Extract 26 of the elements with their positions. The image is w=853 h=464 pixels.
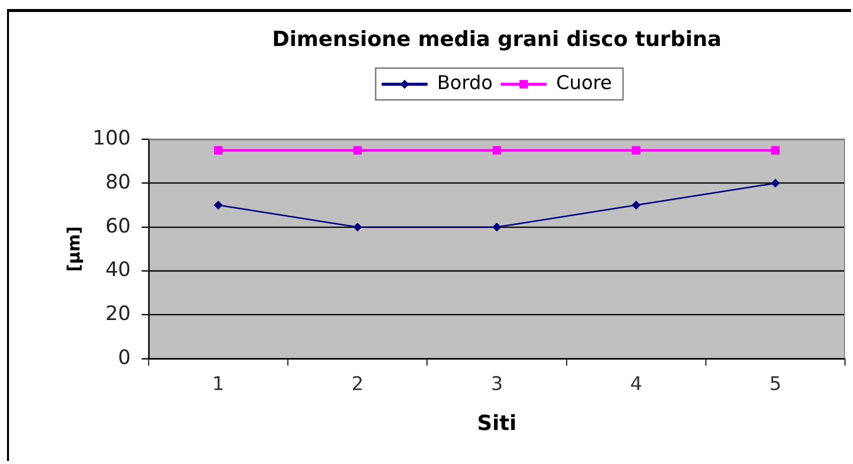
- x-tick-label: 5: [769, 372, 782, 395]
- y-axis-title: [µm]: [63, 226, 84, 272]
- point: [492, 222, 502, 232]
- chart-title: Dimensione media grani disco turbina: [272, 26, 722, 51]
- x-tick-label: 3: [490, 372, 503, 395]
- point: [214, 200, 223, 210]
- x-tick-label: 1: [212, 372, 224, 395]
- x-axis-title: Siti: [477, 411, 517, 436]
- point: [632, 146, 640, 155]
- x-tick-label: 2: [352, 372, 364, 395]
- point: [353, 146, 362, 155]
- y-tick-label: 80: [105, 170, 131, 194]
- y-tick-label: 40: [105, 258, 131, 282]
- point: [632, 200, 641, 210]
- x-tick-label: 4: [630, 372, 642, 395]
- y-tick-label: 100: [92, 126, 131, 150]
- point: [353, 222, 362, 232]
- legend-label: Bordo: [437, 72, 493, 94]
- legend-label: Cuore: [556, 72, 612, 94]
- point: [771, 146, 780, 155]
- point: [770, 178, 780, 188]
- y-tick-label: 60: [105, 214, 131, 238]
- y-tick-label: 20: [105, 302, 131, 325]
- point: [492, 146, 502, 155]
- point: [214, 146, 223, 155]
- y-tick-label: 0: [118, 346, 131, 369]
